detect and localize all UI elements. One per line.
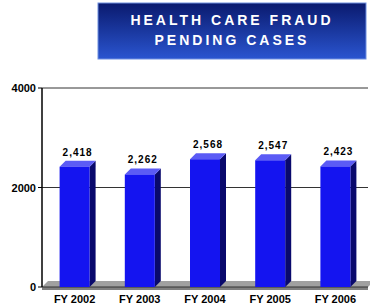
y-tick-label: 2000	[12, 182, 36, 194]
title: HEALTH CARE FRAUD PENDING CASES	[130, 12, 333, 48]
data-label: 2,418	[63, 147, 93, 158]
data-label: 2,423	[323, 146, 353, 157]
data-label: 2,547	[258, 140, 288, 151]
bar-top	[255, 154, 291, 160]
bar-side	[90, 161, 96, 287]
x-tick-label: FY 2003	[119, 293, 160, 305]
title-banner	[98, 3, 366, 59]
bar	[190, 159, 220, 287]
bar-top	[320, 160, 356, 166]
bar	[60, 167, 90, 287]
x-tick-label: FY 2006	[315, 293, 356, 305]
x-tick-label: FY 2004	[184, 293, 226, 305]
chart: HEALTH CARE FRAUD PENDING CASES 0 2000 4000 2…	[0, 0, 370, 307]
y-axis	[41, 88, 43, 287]
bar-top	[190, 153, 226, 159]
title-line: PENDING CASES	[155, 32, 310, 48]
bar-top	[125, 168, 161, 174]
title-line: HEALTH CARE FRAUD	[130, 12, 333, 28]
bar	[255, 160, 285, 287]
bar	[125, 174, 155, 287]
data-label: 2,262	[128, 154, 158, 165]
y-tick-label: 4000	[12, 82, 36, 94]
bar-side	[220, 153, 226, 287]
bar-side	[350, 160, 356, 287]
data-label: 2,568	[193, 139, 223, 150]
bar-side	[155, 168, 161, 287]
floor-edge	[42, 287, 368, 290]
bar-side	[285, 154, 291, 287]
bar	[320, 166, 350, 287]
grid-line	[42, 88, 368, 89]
bars	[60, 153, 357, 287]
x-tick-label: FY 2002	[54, 293, 95, 305]
bar-top	[60, 161, 96, 167]
x-tick-label: FY 2005	[250, 293, 291, 305]
y-tick-label: 0	[30, 281, 36, 293]
